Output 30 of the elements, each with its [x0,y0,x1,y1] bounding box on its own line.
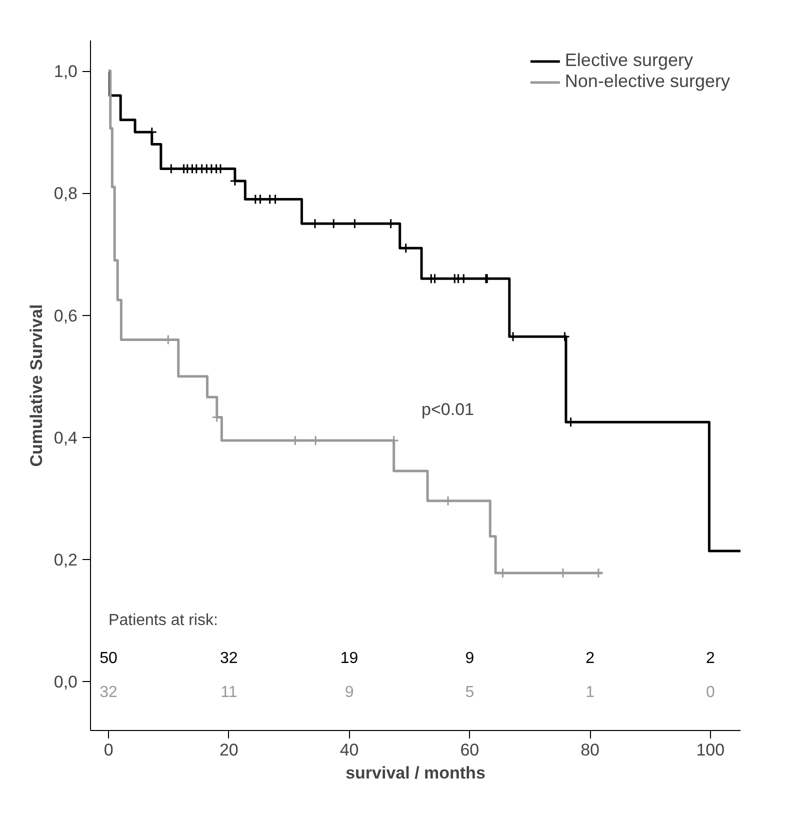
annotation: 2 [706,650,715,668]
annotation: 0 [706,684,715,701]
annotation: 11 [220,684,238,701]
annotation: p<0.01 [422,400,474,420]
y-tick-label: 0,2 [54,550,78,570]
y-tick-label: 1,0 [54,62,78,82]
annotation: 9 [465,650,474,668]
y-tick-label: 0,6 [54,306,78,326]
legend-label: Elective surgery [564,50,693,71]
annotation: 5 [465,684,474,701]
annotation: Patients at risk: [108,612,218,630]
x-tick-label: 40 [340,740,359,760]
y-axis-title: Cumulative Survival [26,304,46,467]
x-tick-label: 20 [219,740,238,760]
x-tick-label: 60 [460,740,480,760]
x-tick-label: 80 [580,740,600,760]
annotation: 1 [586,684,595,701]
y-tick-label: 0,4 [54,428,78,448]
x-tick-label: 0 [104,740,114,760]
annotation: 32 [220,650,238,668]
annotation: 2 [586,650,595,668]
x-axis-title: survival / months [346,764,486,782]
x-tick-label: 100 [696,740,725,760]
annotation: 19 [340,650,358,668]
annotation: 9 [344,684,354,701]
annotation: 32 [100,684,118,701]
legend-label: Non-elective surgery [564,71,730,92]
y-tick-label: 0,0 [54,672,78,692]
y-tick-label: 0,8 [54,184,78,204]
annotation: 50 [100,650,118,668]
